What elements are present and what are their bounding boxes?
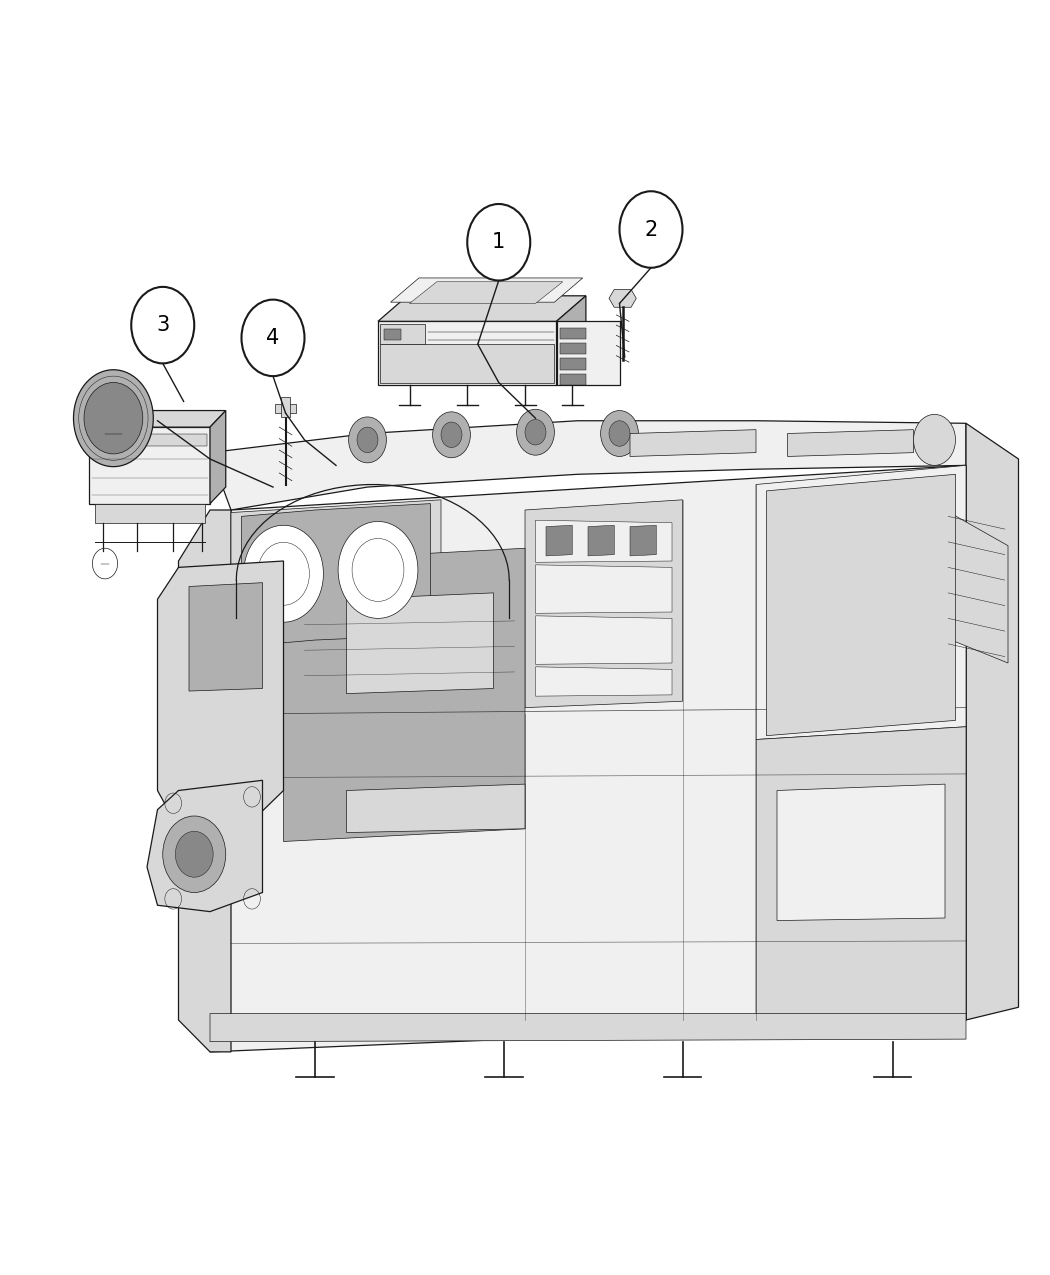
Circle shape	[74, 370, 153, 467]
Polygon shape	[346, 593, 493, 694]
Polygon shape	[210, 421, 966, 510]
Circle shape	[914, 414, 956, 465]
Circle shape	[601, 411, 638, 456]
Circle shape	[163, 816, 226, 892]
Polygon shape	[536, 667, 672, 696]
Polygon shape	[378, 296, 586, 321]
Polygon shape	[536, 565, 672, 613]
Polygon shape	[92, 434, 207, 446]
Circle shape	[517, 409, 554, 455]
Polygon shape	[788, 430, 914, 456]
Polygon shape	[275, 404, 296, 413]
Polygon shape	[231, 500, 441, 650]
Circle shape	[620, 191, 682, 268]
Polygon shape	[281, 397, 290, 417]
Polygon shape	[189, 583, 262, 691]
Polygon shape	[384, 329, 401, 340]
Polygon shape	[346, 784, 525, 833]
Polygon shape	[210, 1014, 966, 1042]
Circle shape	[525, 419, 546, 445]
Polygon shape	[966, 423, 1018, 1020]
Circle shape	[244, 525, 323, 622]
Polygon shape	[178, 510, 231, 1052]
Polygon shape	[588, 525, 614, 556]
Polygon shape	[525, 500, 682, 708]
Polygon shape	[546, 525, 572, 556]
Circle shape	[467, 204, 530, 280]
Circle shape	[131, 287, 194, 363]
Polygon shape	[609, 289, 636, 307]
Polygon shape	[560, 328, 586, 339]
Circle shape	[338, 521, 418, 618]
Circle shape	[609, 421, 630, 446]
Polygon shape	[560, 358, 586, 370]
Polygon shape	[766, 474, 956, 736]
Polygon shape	[210, 465, 966, 1052]
Polygon shape	[777, 784, 945, 921]
Circle shape	[357, 427, 378, 453]
Text: 1: 1	[492, 232, 505, 252]
Polygon shape	[630, 525, 656, 556]
Polygon shape	[89, 427, 210, 504]
Polygon shape	[560, 343, 586, 354]
Circle shape	[175, 831, 213, 877]
Polygon shape	[89, 411, 226, 427]
Text: 2: 2	[645, 219, 657, 240]
Polygon shape	[756, 727, 966, 1020]
Polygon shape	[158, 561, 284, 842]
Polygon shape	[378, 321, 556, 385]
Circle shape	[84, 382, 143, 454]
Polygon shape	[556, 296, 586, 385]
Polygon shape	[630, 430, 756, 456]
Polygon shape	[94, 504, 205, 523]
Circle shape	[242, 300, 304, 376]
Text: 4: 4	[267, 328, 279, 348]
Polygon shape	[560, 374, 586, 385]
Polygon shape	[380, 344, 554, 382]
Polygon shape	[536, 616, 672, 664]
Polygon shape	[756, 465, 966, 740]
Polygon shape	[242, 504, 430, 646]
Polygon shape	[536, 520, 672, 562]
Polygon shape	[284, 548, 525, 842]
Polygon shape	[147, 780, 262, 912]
Polygon shape	[945, 510, 1008, 663]
Circle shape	[349, 417, 386, 463]
Text: 3: 3	[156, 315, 169, 335]
Circle shape	[433, 412, 470, 458]
Circle shape	[441, 422, 462, 448]
Polygon shape	[391, 278, 583, 302]
Polygon shape	[556, 321, 619, 385]
Polygon shape	[410, 282, 563, 303]
Polygon shape	[380, 324, 425, 344]
Polygon shape	[210, 411, 226, 504]
